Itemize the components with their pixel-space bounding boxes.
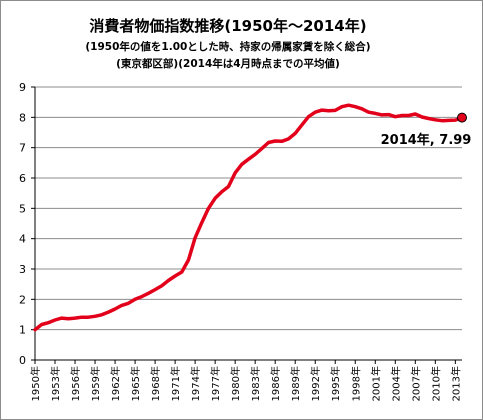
x-tick-label: 2007年 [409, 366, 422, 401]
y-tick-label: 9 [19, 81, 26, 94]
series-group [33, 103, 467, 332]
axes [31, 86, 462, 361]
x-tick-label: 2013年 [449, 366, 462, 401]
x-tick-label: 1956年 [69, 366, 82, 401]
x-tick-label: 1953年 [49, 366, 62, 401]
chart-subtitle-1: (1950年の値を1.00とした時、持家の帰属家賃を除く総合) [85, 40, 370, 53]
x-tick-label: 1959年 [89, 366, 102, 401]
y-tick-label: 4 [19, 233, 26, 246]
x-axis-ticks: 1950年 1953年 1956年 1959年 1962年 1965年 1968年 1971年… [29, 360, 462, 401]
gridlines [35, 86, 462, 331]
y-tick-label: 1 [19, 324, 26, 337]
y-tick-label: 0 [19, 354, 26, 367]
y-tick-label: 8 [19, 111, 26, 124]
x-tick-label: 2010年 [429, 366, 442, 401]
x-tick-label: 1998年 [349, 366, 362, 401]
y-tick-label: 3 [19, 263, 26, 276]
x-tick-label: 1989年 [289, 366, 302, 401]
y-tick-label: 6 [19, 172, 26, 185]
x-tick-label: 1968年 [149, 366, 162, 401]
x-tick-label: 1983年 [249, 366, 262, 401]
x-tick-label: 2004年 [389, 366, 402, 401]
y-tick-label: 2 [19, 293, 26, 306]
x-tick-label: 1995年 [329, 366, 342, 401]
y-axis-ticks: 0 1 2 3 4 5 6 7 8 9 [19, 81, 26, 367]
x-tick-label: 1962年 [109, 366, 122, 401]
x-tick-label: 1980年 [229, 366, 242, 401]
x-tick-label: 1974年 [189, 366, 202, 401]
x-tick-label: 1992年 [309, 366, 322, 401]
x-tick-label: 1965年 [129, 366, 142, 401]
chart-subtitle-2: (東京都区部)(2014年は4月時点までの平均値) [116, 57, 340, 70]
x-tick-label: 2001年 [369, 366, 382, 401]
x-tick-label: 1950年 [29, 366, 42, 401]
cpi-series-line [33, 103, 464, 332]
x-tick-label: 1986年 [269, 366, 282, 401]
y-tick-label: 5 [19, 202, 26, 215]
x-tick-label: 1977年 [209, 366, 222, 401]
y-tick-label: 7 [19, 142, 26, 155]
last-data-point [457, 112, 467, 123]
last-point-annotation: 2014年, 7.99 [381, 132, 472, 148]
chart-title: 消費者物価指数推移(1950年～2014年) [89, 17, 366, 35]
x-tick-label: 1971年 [169, 366, 182, 401]
